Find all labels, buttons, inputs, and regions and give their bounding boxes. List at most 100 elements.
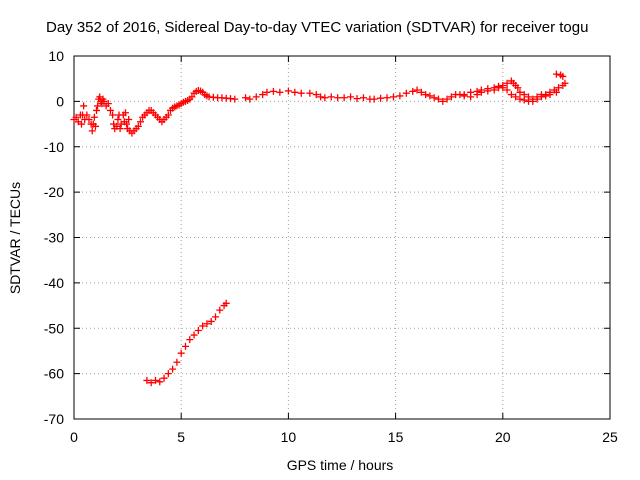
data-point (199, 322, 207, 330)
data-point (121, 109, 129, 117)
data-point (88, 127, 96, 135)
data-point (512, 93, 520, 101)
chart-title: Day 352 of 2016, Sidereal Day-to-day VTE… (46, 19, 588, 36)
x-tick-label: 25 (602, 429, 618, 445)
x-tick-label: 10 (281, 429, 297, 445)
data-point (78, 120, 86, 128)
data-point (370, 95, 378, 103)
axis-ticks: 0 5 10 15 20 25 -70 -60 -50 -40 -30 -20 -10 0 10 (44, 48, 618, 445)
x-tick-label: 5 (177, 429, 185, 445)
x-tick-label: 15 (388, 429, 404, 445)
data-point (402, 89, 410, 97)
data-point (116, 125, 124, 133)
data-point (188, 93, 196, 101)
data-point (507, 91, 515, 99)
data-point (83, 111, 91, 119)
y-tick-label: -50 (44, 320, 64, 336)
data-point (533, 95, 541, 103)
data-point (169, 365, 177, 373)
data-point (359, 94, 367, 102)
data-point (503, 79, 511, 87)
data-point (417, 88, 425, 96)
data-point (93, 106, 101, 114)
data-point (347, 93, 355, 101)
data-point (194, 327, 202, 335)
data-point (460, 91, 468, 99)
data-point (90, 113, 98, 121)
series-return-loop (460, 82, 560, 105)
data-point (413, 86, 421, 94)
y-tick-label: -60 (44, 366, 64, 382)
data-point (114, 116, 122, 124)
y-tick-label: 0 (56, 93, 64, 109)
data-point (516, 88, 524, 96)
y-tick-label: -20 (44, 184, 64, 200)
x-tick-label: 20 (495, 429, 511, 445)
y-tick-label: -40 (44, 275, 64, 291)
y-tick-label: -70 (44, 411, 64, 427)
data-point (259, 91, 267, 99)
data-point (499, 84, 507, 92)
data-point (216, 306, 224, 314)
data-point (123, 120, 131, 128)
data-point (383, 94, 391, 102)
data-point (100, 97, 108, 105)
data-point (503, 86, 511, 94)
data-point (473, 87, 481, 95)
data-point (284, 87, 292, 95)
data-points (70, 70, 569, 387)
data-point (317, 93, 325, 101)
data-point (151, 376, 159, 384)
data-point (147, 379, 155, 387)
data-point (334, 94, 342, 102)
data-point (377, 94, 385, 102)
data-point (447, 93, 455, 101)
data-point (467, 88, 475, 96)
data-point (125, 116, 133, 124)
y-tick-label: -30 (44, 230, 64, 246)
data-point (91, 122, 99, 130)
data-point (231, 95, 239, 103)
data-point (203, 320, 211, 328)
data-point (555, 84, 563, 92)
data-point (156, 378, 164, 386)
data-point (242, 94, 250, 102)
data-point (443, 95, 451, 103)
data-point (297, 89, 305, 97)
data-point (94, 102, 102, 110)
data-point (164, 111, 172, 119)
data-point (396, 92, 404, 100)
data-point (134, 122, 142, 130)
data-point (164, 370, 172, 378)
y-tick-label: 10 (48, 48, 64, 64)
series-lower-track (143, 299, 230, 387)
data-point (85, 116, 93, 124)
data-point (561, 79, 569, 87)
series-main-track (70, 70, 569, 137)
data-point (477, 86, 485, 94)
data-point (520, 96, 528, 104)
data-point (190, 331, 198, 339)
data-point (186, 336, 194, 344)
data-point (276, 88, 284, 96)
data-point (177, 349, 185, 357)
data-point (306, 89, 314, 97)
data-point (353, 95, 361, 103)
data-point (246, 95, 254, 103)
data-point (181, 342, 189, 350)
x-tick-label: 0 (70, 429, 78, 445)
data-point (252, 93, 260, 101)
data-point (426, 92, 434, 100)
data-point (106, 106, 114, 114)
data-point (72, 113, 80, 121)
data-point (321, 94, 329, 102)
data-point (173, 358, 181, 366)
data-point (495, 82, 503, 90)
data-point (263, 88, 271, 96)
data-point (222, 299, 230, 307)
data-point (422, 91, 430, 99)
data-point (559, 72, 567, 80)
data-point (434, 95, 442, 103)
data-point (160, 374, 168, 382)
